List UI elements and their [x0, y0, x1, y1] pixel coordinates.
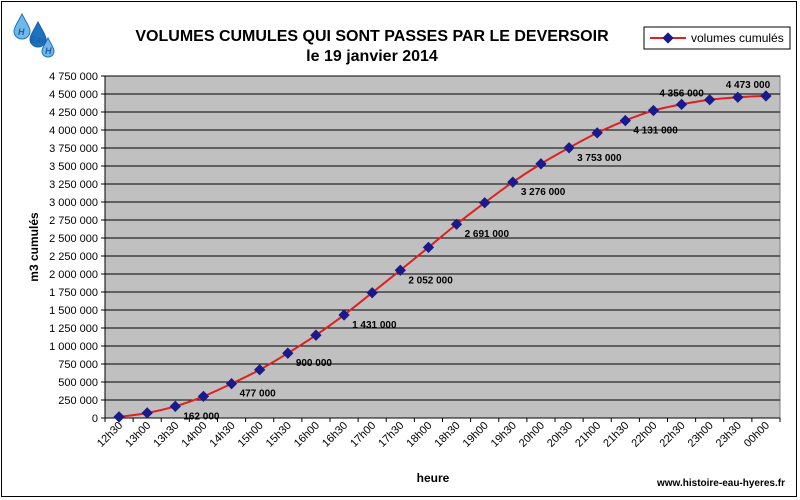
data-label: 4 473 000 [726, 80, 771, 91]
x-tick-label: 12h30 [95, 420, 125, 450]
marker-14h00 [197, 390, 210, 403]
x-tick-label: 14h30 [208, 420, 238, 450]
marker-19h30 [507, 176, 519, 188]
y-axis-ticks: 0 250 000 500 000 750 000 1 000 000 1 250 000… [49, 71, 780, 425]
data-label: 1 431 000 [352, 320, 397, 331]
y-tick-label: 3 000 000 [49, 197, 98, 209]
y-tick-label: 0 [92, 413, 98, 425]
chart-subtitle: le 19 janvier 2014 [306, 48, 438, 65]
data-label: 2 052 000 [408, 275, 453, 286]
x-tick-label: 18h00 [404, 420, 434, 450]
marker-16h30 [338, 309, 350, 321]
y-tick-label: 1 750 000 [49, 287, 98, 299]
data-label: 4 131 000 [633, 126, 678, 137]
marker-16h00 [310, 329, 322, 341]
y-axis-title: m3 cumulés [27, 212, 41, 282]
data-label: 477 000 [240, 389, 277, 400]
data-label: 162 000 [183, 411, 220, 422]
x-tick-label: 15h00 [236, 420, 266, 450]
x-tick-label: 21h30 [601, 420, 631, 450]
x-tick-label: 20h30 [545, 420, 575, 450]
y-tick-label: 2 750 000 [49, 215, 98, 227]
x-tick-label: 13h00 [123, 420, 153, 450]
data-label: 900 000 [296, 358, 333, 369]
y-tick-label: 4 750 000 [49, 71, 98, 83]
series-markers [113, 90, 772, 423]
x-tick-label: 15h30 [264, 420, 294, 450]
marker-20h30 [563, 142, 575, 154]
x-tick-label: 22h30 [658, 420, 688, 450]
footer-url: www.histoire-eau-hyeres.fr [656, 478, 785, 489]
x-tick-label: 19h00 [461, 420, 491, 450]
logo-drop-right [41, 36, 55, 58]
logo-letter-eau: Eau [30, 35, 47, 45]
x-tick-label: 16h00 [292, 420, 322, 450]
marker-15h30 [282, 347, 294, 359]
logo-letter-h1: H [18, 27, 25, 37]
y-tick-label: 1 000 000 [49, 341, 98, 353]
marker-13h30 [169, 400, 181, 412]
x-tick-label: 16h30 [320, 420, 350, 450]
y-tick-label: 2 250 000 [49, 251, 98, 263]
x-tick-label: 19h30 [489, 420, 519, 450]
y-tick-label: 250 000 [58, 395, 98, 407]
marker-19h00 [479, 197, 491, 209]
data-label: 3 753 000 [577, 153, 622, 164]
x-axis-title: heure [417, 471, 450, 485]
logo-drop-left [13, 12, 31, 40]
x-tick-label: 17h00 [348, 420, 378, 450]
gridlines [105, 75, 780, 401]
plot-area [104, 75, 781, 419]
y-tick-label: 3 250 000 [49, 179, 98, 191]
data-label: 3 276 000 [521, 187, 566, 198]
chart-title: VOLUMES CUMULES QUI SONT PASSES PAR LE D… [135, 28, 609, 45]
marker-17h30 [394, 264, 406, 276]
data-labels: 162 000 477 000 900 000 1 431 000 2 052 000 2… [183, 80, 770, 422]
x-tick-label: 20h00 [517, 420, 547, 450]
marker-18h30 [450, 218, 463, 230]
y-tick-label: 2 500 000 [49, 233, 98, 245]
y-tick-label: 4 500 000 [49, 89, 98, 101]
marker-21h00 [591, 127, 603, 139]
marker-15h00 [254, 364, 266, 376]
y-tick-label: 4 000 000 [49, 125, 98, 137]
legend: volumes cumulés [643, 26, 791, 50]
y-tick-label: 500 000 [58, 377, 98, 389]
data-label: 2 691 000 [465, 229, 510, 240]
logo-letter-h2: H [45, 46, 52, 56]
logo-drop-middle [29, 20, 47, 48]
legend-marker-swatch [662, 32, 674, 44]
y-tick-label: 4 250 000 [49, 107, 98, 119]
y-tick-label: 2 000 000 [49, 269, 98, 281]
marker-18h00 [422, 241, 435, 254]
y-tick-label: 3 750 000 [49, 143, 98, 155]
x-tick-label: 00h00 [742, 420, 772, 450]
x-axis-ticks: 12h3013h0013h3014h0014h3015h0015h3016h00… [95, 418, 781, 450]
marker-20h00 [535, 158, 547, 170]
y-tick-label: 750 000 [58, 359, 98, 371]
y-tick-label: 3 500 000 [49, 161, 98, 173]
water-drop-logo-icon: H Eau H [13, 12, 55, 58]
data-label: 4 356 000 [659, 88, 704, 99]
y-tick-label: 1 500 000 [49, 305, 98, 317]
legend-label: volumes cumulés [691, 31, 784, 45]
x-tick-label: 13h30 [151, 420, 181, 450]
marker-14h30 [225, 377, 238, 390]
marker-17h00 [366, 287, 378, 299]
legend-box [643, 26, 791, 50]
x-tick-label: 23h30 [714, 420, 744, 450]
x-tick-label: 17h30 [376, 420, 406, 450]
x-tick-label: 14h00 [179, 420, 209, 450]
x-tick-label: 23h00 [686, 420, 716, 450]
y-tick-label: 1 250 000 [49, 323, 98, 335]
x-tick-label: 21h00 [573, 420, 603, 450]
x-tick-label: 18h30 [433, 420, 463, 450]
marker-13h00 [141, 407, 153, 419]
x-tick-label: 22h00 [629, 420, 659, 450]
